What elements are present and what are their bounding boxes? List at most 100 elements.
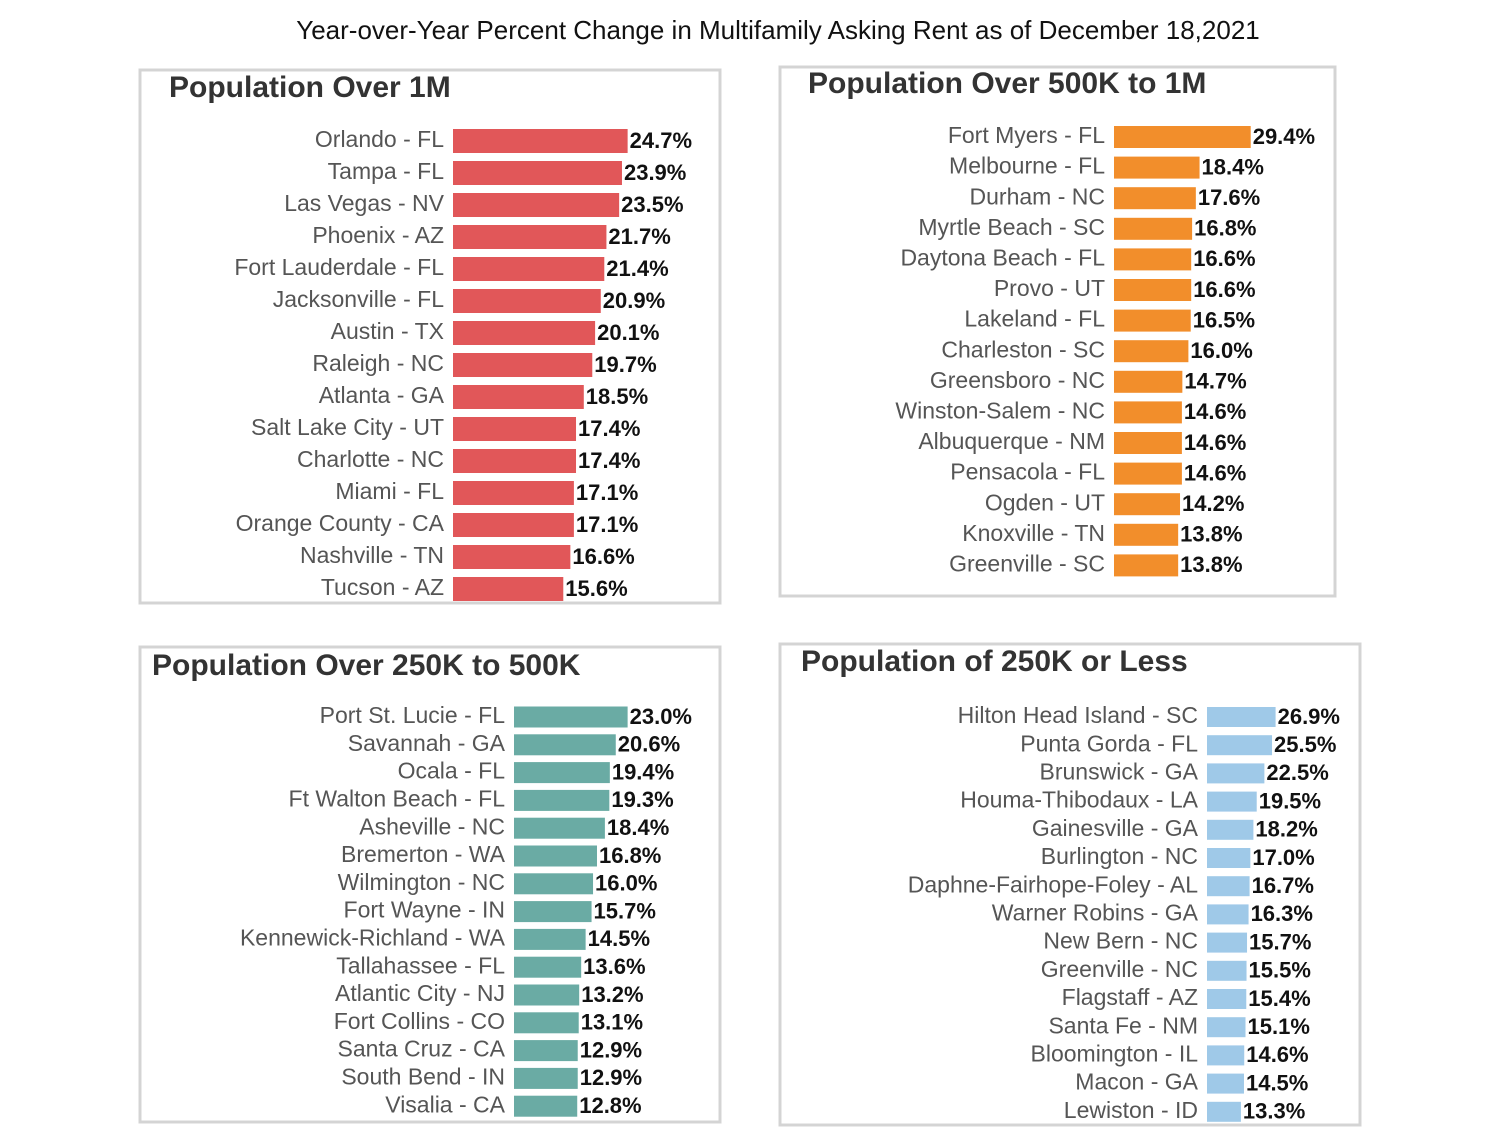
bar	[1114, 126, 1251, 148]
bar	[514, 1012, 579, 1034]
category-label: Lewiston - ID	[1064, 1097, 1198, 1123]
value-label: 18.4%	[607, 815, 669, 840]
bar	[1207, 848, 1251, 868]
bar	[1207, 876, 1250, 897]
value-label: 24.7%	[630, 128, 692, 153]
value-label: 13.8%	[1180, 522, 1242, 547]
value-label: 18.2%	[1255, 817, 1317, 842]
value-label: 15.5%	[1249, 958, 1311, 983]
value-label: 13.1%	[581, 1010, 643, 1035]
value-label: 16.8%	[599, 843, 661, 868]
page-title: Year-over-Year Percent Change in Multifa…	[296, 15, 1260, 45]
value-label: 14.6%	[1246, 1042, 1308, 1067]
value-label: 19.3%	[611, 787, 673, 812]
value-label: 14.6%	[1184, 399, 1246, 424]
category-label: Tallahassee - FL	[336, 952, 505, 978]
value-label: 17.4%	[578, 416, 640, 441]
category-label: Houma-Thibodaux - LA	[960, 787, 1198, 813]
panel-frame	[778, 642, 1362, 1127]
category-label: Fort Collins - CO	[334, 1008, 505, 1034]
panel-title: Population Over 500K to 1M	[808, 67, 1206, 100]
category-label: Asheville - NC	[359, 813, 505, 839]
value-label: 17.1%	[576, 480, 638, 505]
bar	[1207, 1045, 1245, 1066]
category-label: Visalia - CA	[385, 1091, 505, 1117]
category-label: New Bern - NC	[1043, 928, 1198, 954]
category-label: Hilton Head Island - SC	[958, 702, 1198, 728]
bar	[453, 193, 620, 217]
value-label: 14.5%	[588, 926, 650, 951]
category-label: Warner Robins - GA	[992, 899, 1199, 925]
bar	[453, 289, 601, 313]
category-label: Durham - NC	[970, 183, 1105, 209]
category-label: Phoenix - AZ	[312, 222, 444, 248]
bar	[514, 845, 597, 867]
value-label: 17.1%	[576, 512, 638, 537]
value-label: 12.9%	[580, 1037, 642, 1062]
value-label: 14.7%	[1184, 369, 1246, 394]
bar	[1114, 309, 1191, 332]
category-label: Santa Fe - NM	[1048, 1012, 1198, 1038]
category-label: Nashville - TN	[300, 542, 444, 568]
category-label: Provo - UT	[994, 275, 1105, 301]
category-label: Tampa - FL	[328, 158, 445, 184]
value-label: 20.1%	[597, 320, 659, 345]
category-label: Lakeland - FL	[964, 306, 1105, 332]
value-label: 19.7%	[594, 352, 656, 377]
value-label: 20.9%	[603, 288, 665, 313]
category-label: Daphne-Fairhope-Foley - AL	[908, 871, 1198, 897]
bar	[1114, 370, 1183, 393]
category-label: Fort Lauderdale - FL	[234, 254, 444, 280]
bar	[453, 257, 605, 281]
category-label: Burlington - NC	[1041, 843, 1198, 869]
bar	[453, 321, 596, 345]
category-label: Greensboro - NC	[930, 367, 1105, 393]
bar	[514, 1040, 578, 1062]
category-label: Charlotte - NC	[297, 446, 444, 472]
category-label: Pensacola - FL	[950, 459, 1105, 485]
panel-title: Population Over 1M	[169, 71, 451, 104]
bar	[453, 481, 574, 505]
category-label: Orlando - FL	[315, 126, 444, 152]
category-label: Ft Walton Beach - FL	[289, 785, 506, 811]
bar	[453, 225, 607, 249]
bar	[1207, 763, 1265, 784]
value-label: 23.5%	[621, 192, 683, 217]
category-label: Atlantic City - NJ	[335, 980, 505, 1006]
category-label: Santa Cruz - CA	[338, 1036, 506, 1062]
value-label: 16.3%	[1251, 901, 1313, 926]
value-label: 14.5%	[1246, 1070, 1308, 1095]
category-label: Orange County - CA	[236, 510, 445, 536]
bar	[1207, 1073, 1244, 1094]
bar	[453, 353, 593, 377]
value-label: 22.5%	[1266, 760, 1328, 785]
value-label: 17.4%	[578, 448, 640, 473]
value-label: 16.6%	[1193, 277, 1255, 302]
category-label: Daytona Beach - FL	[900, 244, 1105, 270]
bar	[514, 984, 580, 1006]
bar	[453, 577, 564, 601]
bar	[1207, 819, 1254, 840]
value-label: 23.0%	[630, 704, 692, 729]
value-label: 13.8%	[1180, 552, 1242, 577]
bar	[1207, 960, 1247, 981]
bar	[1207, 904, 1249, 925]
value-label: 16.6%	[572, 544, 634, 569]
category-label: Ogden - UT	[985, 489, 1105, 515]
value-label: 17.6%	[1198, 185, 1260, 210]
category-label: Ocala - FL	[398, 758, 506, 784]
category-label: Raleigh - NC	[312, 350, 444, 376]
value-label: 29.4%	[1253, 124, 1315, 149]
bar	[453, 545, 571, 569]
category-label: Atlanta - GA	[319, 382, 445, 408]
value-label: 14.6%	[1184, 430, 1246, 455]
category-label: Flagstaff - AZ	[1062, 984, 1198, 1010]
value-label: 23.9%	[624, 160, 686, 185]
value-label: 13.6%	[583, 954, 645, 979]
bar	[453, 449, 577, 473]
value-label: 12.8%	[579, 1093, 641, 1118]
value-label: 21.4%	[606, 256, 668, 281]
category-label: Punta Gorda - FL	[1020, 730, 1198, 756]
value-label: 16.0%	[1190, 338, 1252, 363]
